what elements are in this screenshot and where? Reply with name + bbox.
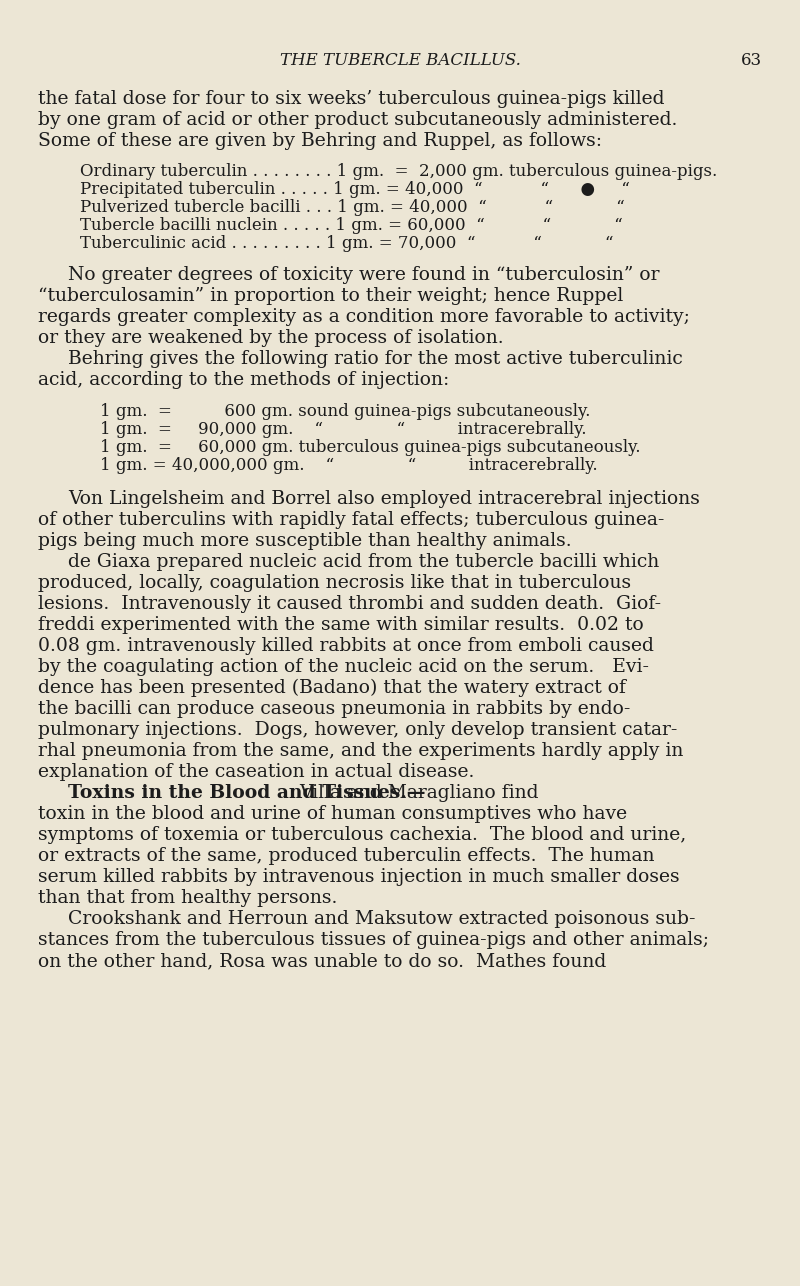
Text: Some of these are given by Behring and Ruppel, as follows:: Some of these are given by Behring and R… (38, 132, 602, 150)
Text: by one gram of acid or other product subcutaneously administered.: by one gram of acid or other product sub… (38, 111, 678, 129)
Text: Precipitated tuberculin . . . . . 1 gm. = 40,000  “           “      ●     “: Precipitated tuberculin . . . . . 1 gm. … (80, 181, 630, 198)
Text: than that from healthy persons.: than that from healthy persons. (38, 889, 338, 907)
Text: 1 gm.  =     90,000 gm.    “              “          intracerebrally.: 1 gm. = 90,000 gm. “ “ intracerebrally. (100, 421, 586, 439)
Text: regards greater complexity as a condition more favorable to activity;: regards greater complexity as a conditio… (38, 309, 690, 325)
Text: symptoms of toxemia or tuberculous cachexia.  The blood and urine,: symptoms of toxemia or tuberculous cache… (38, 826, 686, 844)
Text: the fatal dose for four to six weeks’ tuberculous guinea-pigs killed: the fatal dose for four to six weeks’ tu… (38, 90, 665, 108)
Text: or extracts of the same, produced tuberculin effects.  The human: or extracts of the same, produced tuberc… (38, 847, 654, 865)
Text: or they are weakened by the process of isolation.: or they are weakened by the process of i… (38, 329, 504, 347)
Text: toxin in the blood and urine of human consumptives who have: toxin in the blood and urine of human co… (38, 805, 627, 823)
Text: 1 gm.  =          600 gm. sound guinea-pigs subcutaneously.: 1 gm. = 600 gm. sound guinea-pigs subcut… (100, 403, 590, 421)
Text: Behring gives the following ratio for the most active tuberculinic: Behring gives the following ratio for th… (68, 350, 682, 368)
Text: dence has been presented (Badano) that the watery extract of: dence has been presented (Badano) that t… (38, 679, 626, 697)
Text: 0.08 gm. intravenously killed rabbits at once from emboli caused: 0.08 gm. intravenously killed rabbits at… (38, 637, 654, 655)
Text: Tuberculinic acid . . . . . . . . . 1 gm. = 70,000  “           “            “: Tuberculinic acid . . . . . . . . . 1 gm… (80, 235, 614, 252)
Text: the bacilli can produce caseous pneumonia in rabbits by endo-: the bacilli can produce caseous pneumoni… (38, 700, 630, 718)
Text: Toxins in the Blood and Tissues.—: Toxins in the Blood and Tissues.— (68, 784, 426, 802)
Text: stances from the tuberculous tissues of guinea-pigs and other animals;: stances from the tuberculous tissues of … (38, 931, 709, 949)
Text: produced, locally, coagulation necrosis like that in tuberculous: produced, locally, coagulation necrosis … (38, 574, 631, 592)
Text: No greater degrees of toxicity were found in “tuberculosin” or: No greater degrees of toxicity were foun… (68, 266, 659, 284)
Text: THE TUBERCLE BACILLUS.: THE TUBERCLE BACILLUS. (279, 51, 521, 69)
Text: Villa and Maragliano find: Villa and Maragliano find (300, 784, 539, 802)
Text: 63: 63 (741, 51, 762, 69)
Text: Tubercle bacilli nuclein . . . . . 1 gm. = 60,000  “           “            “: Tubercle bacilli nuclein . . . . . 1 gm.… (80, 217, 622, 234)
Text: 1 gm.  =     60,000 gm. tuberculous guinea-pigs subcutaneously.: 1 gm. = 60,000 gm. tuberculous guinea-pi… (100, 439, 641, 457)
Text: explanation of the caseation in actual disease.: explanation of the caseation in actual d… (38, 763, 474, 781)
Text: Ordinary tuberculin . . . . . . . . 1 gm.  =  2,000 gm. tuberculous guinea-pigs.: Ordinary tuberculin . . . . . . . . 1 gm… (80, 163, 718, 180)
Text: serum killed rabbits by intravenous injection in much smaller doses: serum killed rabbits by intravenous inje… (38, 868, 680, 886)
Text: Pulverized tubercle bacilli . . . 1 gm. = 40,000  “           “            “: Pulverized tubercle bacilli . . . 1 gm. … (80, 199, 625, 216)
Text: on the other hand, Rosa was unable to do so.  Mathes found: on the other hand, Rosa was unable to do… (38, 952, 606, 970)
Text: of other tuberculins with rapidly fatal effects; tuberculous guinea-: of other tuberculins with rapidly fatal … (38, 511, 664, 529)
Text: by the coagulating action of the nucleic acid on the serum.   Evi-: by the coagulating action of the nucleic… (38, 658, 649, 676)
Text: de Giaxa prepared nucleic acid from the tubercle bacilli which: de Giaxa prepared nucleic acid from the … (68, 553, 659, 571)
Text: acid, according to the methods of injection:: acid, according to the methods of inject… (38, 370, 450, 388)
Text: Von Lingelsheim and Borrel also employed intracerebral injections: Von Lingelsheim and Borrel also employed… (68, 490, 700, 508)
Text: pigs being much more susceptible than healthy animals.: pigs being much more susceptible than he… (38, 532, 572, 550)
Text: freddi experimented with the same with similar results.  0.02 to: freddi experimented with the same with s… (38, 616, 644, 634)
Text: rhal pneumonia from the same, and the experiments hardly apply in: rhal pneumonia from the same, and the ex… (38, 742, 683, 760)
Text: Crookshank and Herroun and Maksutow extracted poisonous sub-: Crookshank and Herroun and Maksutow extr… (68, 910, 695, 928)
Text: “tuberculosamin” in proportion to their weight; hence Ruppel: “tuberculosamin” in proportion to their … (38, 287, 623, 305)
Text: lesions.  Intravenously it caused thrombi and sudden death.  Giof-: lesions. Intravenously it caused thrombi… (38, 595, 661, 613)
Text: pulmonary injections.  Dogs, however, only develop transient catar-: pulmonary injections. Dogs, however, onl… (38, 721, 678, 739)
Text: 1 gm. = 40,000,000 gm.    “              “          intracerebrally.: 1 gm. = 40,000,000 gm. “ “ intracerebral… (100, 457, 598, 475)
